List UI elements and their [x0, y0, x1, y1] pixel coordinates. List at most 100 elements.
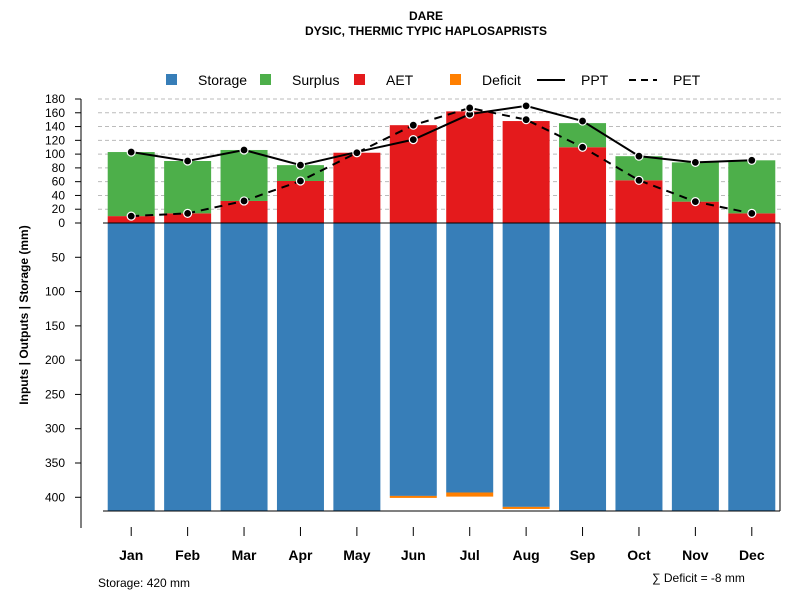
aet-bar [615, 180, 663, 223]
pet-point [634, 175, 644, 185]
x-tick-label: Jan [119, 547, 143, 563]
ppt-point [634, 151, 644, 161]
surplus-bar [220, 149, 268, 201]
aet-bar [671, 201, 719, 223]
ppt-point [126, 147, 136, 157]
y-tick-label: 80 [52, 161, 66, 175]
pet-point [183, 208, 193, 218]
y-tick-label: 100 [45, 147, 65, 161]
y-tick-label: 250 [45, 387, 65, 401]
ppt-point [690, 157, 700, 167]
aet-bar [220, 200, 268, 223]
y-tick-label: 50 [52, 250, 66, 264]
x-tick-label: Jul [460, 547, 480, 563]
aet-bar [333, 152, 381, 223]
y-tick-label: 20 [52, 202, 66, 216]
deficit-legend-label: Deficit [482, 72, 521, 88]
pet-point [295, 176, 306, 186]
pet-point [747, 208, 757, 218]
y-tick-label: 100 [45, 285, 65, 299]
ppt-point [183, 156, 193, 166]
aet-bar [164, 213, 212, 223]
ppt-point [577, 116, 588, 126]
x-tick-label: Mar [232, 547, 257, 563]
surplus-bar [164, 161, 212, 214]
ppt-point [521, 101, 531, 111]
y-tick-label: 300 [45, 422, 65, 436]
pet-point [352, 148, 362, 158]
ppt-legend-label: PPT [581, 72, 609, 88]
storage-bar [276, 223, 324, 511]
storage-bar [446, 223, 494, 493]
x-tick-label: Oct [627, 547, 651, 563]
chart-title: DARE [409, 9, 443, 23]
aet-legend-label: AET [386, 72, 414, 88]
pet-line [131, 106, 752, 218]
y-tick-label: 60 [52, 175, 66, 189]
ppt-point [239, 145, 249, 155]
deficit-legend-swatch [450, 74, 461, 85]
y-tick-label: 160 [45, 106, 65, 120]
aet-bar [446, 111, 494, 223]
x-tick-label: Dec [739, 547, 765, 563]
ppt-point [747, 155, 757, 165]
ppt-point [408, 135, 418, 145]
x-tick-label: Aug [513, 547, 540, 563]
surplus-legend-swatch [260, 74, 271, 85]
series-lines [126, 101, 757, 221]
storage-bar [559, 223, 607, 511]
y-tick-label: 350 [45, 456, 65, 470]
y-tick-label: 140 [45, 120, 65, 134]
x-tick-label: Apr [288, 547, 313, 563]
deficit-bar [502, 506, 550, 509]
storage-note: Storage: 420 mm [98, 576, 190, 590]
surplus-bar [107, 152, 155, 217]
storage-bar [728, 223, 776, 511]
surplus-legend-label: Surplus [292, 72, 339, 88]
y-tick-label: 400 [45, 490, 65, 504]
surplus-bar [671, 162, 719, 202]
pet-point [126, 211, 136, 221]
gridlines [98, 98, 782, 210]
storage-bar [671, 223, 719, 511]
surplus-bar [728, 160, 776, 214]
pet-point [521, 115, 531, 125]
y-tick-label: 200 [45, 353, 65, 367]
aet-bar [276, 180, 324, 223]
pet-point [577, 142, 588, 152]
storage-bar [502, 223, 550, 507]
storage-legend-label: Storage [198, 72, 247, 88]
pet-point [690, 197, 700, 207]
pet-point [408, 120, 418, 130]
ppt-point [295, 160, 306, 170]
y-axis-label: Inputs | Outputs | Storage (mm) [17, 225, 31, 404]
aet-bar [559, 147, 607, 223]
chart-subtitle: DYSIC, THERMIC TYPIC HAPLOSAPRISTS [305, 24, 547, 38]
storage-legend-swatch [166, 74, 177, 85]
ppt-line [131, 104, 752, 167]
y-tick-label: 150 [45, 319, 65, 333]
pet-legend-label: PET [673, 72, 701, 88]
aet-bar [728, 213, 776, 223]
axes: 1801601401201008060402005010015020025030… [45, 92, 781, 563]
y-tick-label: 120 [45, 133, 65, 147]
storage-bar [164, 223, 212, 511]
aet-bar [502, 121, 550, 223]
deficit-bar [389, 495, 437, 498]
pet-point [465, 103, 475, 113]
y-tick-label: 180 [45, 92, 65, 106]
storage-bar [333, 223, 381, 511]
x-tick-label: Jun [401, 547, 426, 563]
x-tick-label: Nov [682, 547, 709, 563]
y-tick-label: 40 [52, 188, 66, 202]
surplus-bar [276, 165, 324, 181]
storage-bar [615, 223, 663, 511]
x-tick-label: May [343, 547, 370, 563]
storage-bar [107, 223, 155, 511]
bars [107, 111, 776, 511]
legend: Storage Surplus AET Deficit PPT PET [166, 72, 701, 88]
storage-bar [389, 223, 437, 496]
y-tick-label: 0 [58, 216, 65, 230]
aet-legend-swatch [354, 74, 365, 85]
